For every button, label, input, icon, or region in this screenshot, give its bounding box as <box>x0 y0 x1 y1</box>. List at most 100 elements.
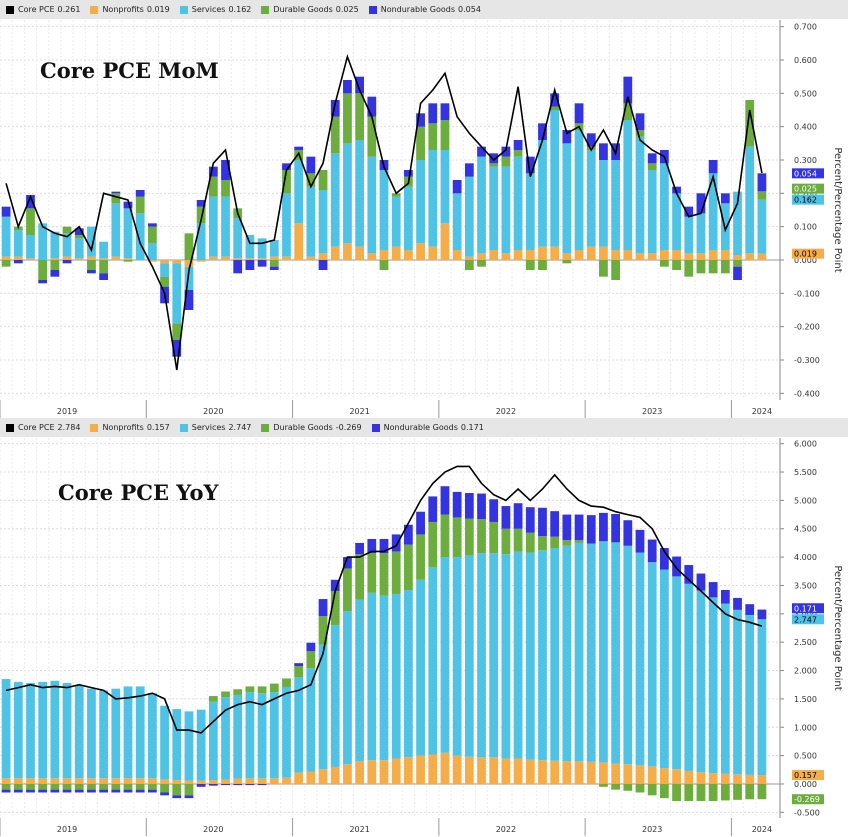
bar-segment-services <box>659 569 669 769</box>
bar-segment-services <box>672 193 681 250</box>
bar-segment-nondurable-goods <box>208 783 218 786</box>
bar-segment-nondurable-goods <box>355 542 365 555</box>
bar-segment-durable-goods <box>62 226 72 234</box>
bar-segment-nonprofits <box>440 223 450 260</box>
bar-segment-nondurable-goods <box>221 160 230 180</box>
bar-segment-nonprofits <box>196 260 206 262</box>
x-tick-label: 2022 <box>496 407 516 416</box>
legend-label: Nondurable Goods <box>383 423 458 432</box>
bar-segment-nondurable-goods <box>50 789 60 793</box>
value-tag-label: 0.025 <box>794 185 817 194</box>
bar-segment-nonprofits <box>50 778 60 784</box>
bar-segment-services <box>525 173 535 250</box>
bar-segment-services <box>26 683 35 779</box>
bar-segment-durable-goods <box>147 783 157 790</box>
bar-segment-services <box>196 223 206 260</box>
bar-segment-nondurable-goods <box>111 789 121 793</box>
bar-segment-services <box>623 120 633 250</box>
y-tick-label: 0.700 <box>794 23 817 32</box>
bar-segment-nonprofits <box>99 778 109 784</box>
bar-segment-nondurable-goods <box>26 195 35 209</box>
bar-segment-nondurable-goods <box>318 260 328 270</box>
core-pce-line <box>5 54 763 371</box>
x-tick-label: 2024 <box>752 825 772 834</box>
bar-segment-durable-goods <box>26 783 35 790</box>
y-tick-label: 1.500 <box>794 695 817 704</box>
bar-segment-nondurable-goods <box>294 146 304 150</box>
bar-segment-services <box>257 693 267 779</box>
y-tick-label: 3.500 <box>794 581 817 590</box>
bar-segment-services <box>355 599 365 762</box>
bar-segment-nondurable-goods <box>99 273 109 280</box>
bar-segment-nonprofits <box>87 256 96 260</box>
bar-segment-nonprofits <box>757 253 767 260</box>
bar-segment-durable-goods <box>440 514 450 558</box>
bar-segment-nonprofits <box>623 764 633 784</box>
bar-segment-services <box>221 196 230 257</box>
bar-segment-services <box>269 240 279 257</box>
bar-segment-nonprofits <box>477 253 486 260</box>
legend-item: Core PCE 0.261 <box>6 5 80 14</box>
bar-segment-nonprofits <box>708 773 718 784</box>
bar-segment-nonprofits <box>452 250 462 260</box>
bar-segment-nondurable-goods <box>330 100 340 117</box>
bar-segment-nondurable-goods <box>647 539 657 563</box>
bar-segment-services <box>757 199 767 254</box>
bar-segment-nonprofits <box>233 258 243 260</box>
bar-segment-services <box>99 690 109 779</box>
bar-segment-services <box>269 692 279 779</box>
bar-segment-nondurable-goods <box>135 190 145 197</box>
bar-segment-durable-goods <box>135 783 145 790</box>
bar-segment-services <box>343 143 352 244</box>
y-tick-label: 5.000 <box>794 496 817 505</box>
bar-segment-durable-goods <box>355 93 365 140</box>
legend-value: 0.157 <box>146 423 170 432</box>
bar-segment-services <box>343 610 352 765</box>
legend-value: 0.162 <box>228 5 252 14</box>
legend-label: Durable Goods <box>273 5 333 14</box>
core-pce-line <box>5 465 763 734</box>
y-axis-title: Percent/Percentage Point <box>832 147 843 272</box>
bar-segment-services <box>306 186 316 257</box>
bar-segment-nondurable-goods <box>720 590 730 604</box>
y-tick-label: 4.000 <box>794 553 817 562</box>
bar-segment-nonprofits <box>367 253 377 260</box>
bar-segment-durable-goods <box>720 783 730 801</box>
bar-segment-services <box>233 694 243 779</box>
bar-segment-durable-goods <box>464 518 474 556</box>
y-tick-label: 0.400 <box>794 123 817 132</box>
bar-segment-services <box>416 160 425 244</box>
bar-segment-durable-goods <box>87 783 96 790</box>
bar-segment-nonprofits <box>525 250 535 260</box>
bar-segment-nondurable-goods <box>13 789 23 793</box>
bar-segment-nonprofits <box>135 778 145 784</box>
legend-label: Core PCE <box>18 5 55 14</box>
bar-segment-durable-goods <box>525 260 535 270</box>
bar-segment-durable-goods <box>1 260 11 267</box>
bar-segment-durable-goods <box>111 783 121 790</box>
bar-segment-nondurable-goods <box>355 76 365 94</box>
bar-segment-nonprofits <box>611 250 621 260</box>
value-tag <box>792 248 824 259</box>
bar-segment-nonprofits <box>562 761 572 784</box>
legend-value: 2.747 <box>228 423 252 432</box>
bar-segment-durable-goods <box>147 226 157 244</box>
bar-segment-nondurable-goods <box>733 597 742 610</box>
bar-segment-nonprofits <box>708 250 718 260</box>
bar-segment-services <box>684 216 694 254</box>
value-tag <box>792 794 824 805</box>
bar-segment-durable-goods <box>550 106 560 110</box>
x-tick-label: 2020 <box>203 825 223 834</box>
bar-segment-durable-goods <box>416 126 425 160</box>
bar-segment-durable-goods <box>62 783 72 790</box>
bar-segment-services <box>257 238 267 259</box>
bar-segment-durable-goods <box>160 276 169 287</box>
bar-segment-services <box>245 692 255 779</box>
bar-segment-services <box>440 557 450 753</box>
bar-segment-durable-goods <box>221 180 230 197</box>
bar-segment-nondurable-goods <box>513 503 523 529</box>
bar-segment-services <box>684 583 694 771</box>
value-tag <box>792 194 824 205</box>
bar-segment-services <box>355 140 365 247</box>
bar-segment-nonprofits <box>416 755 425 784</box>
